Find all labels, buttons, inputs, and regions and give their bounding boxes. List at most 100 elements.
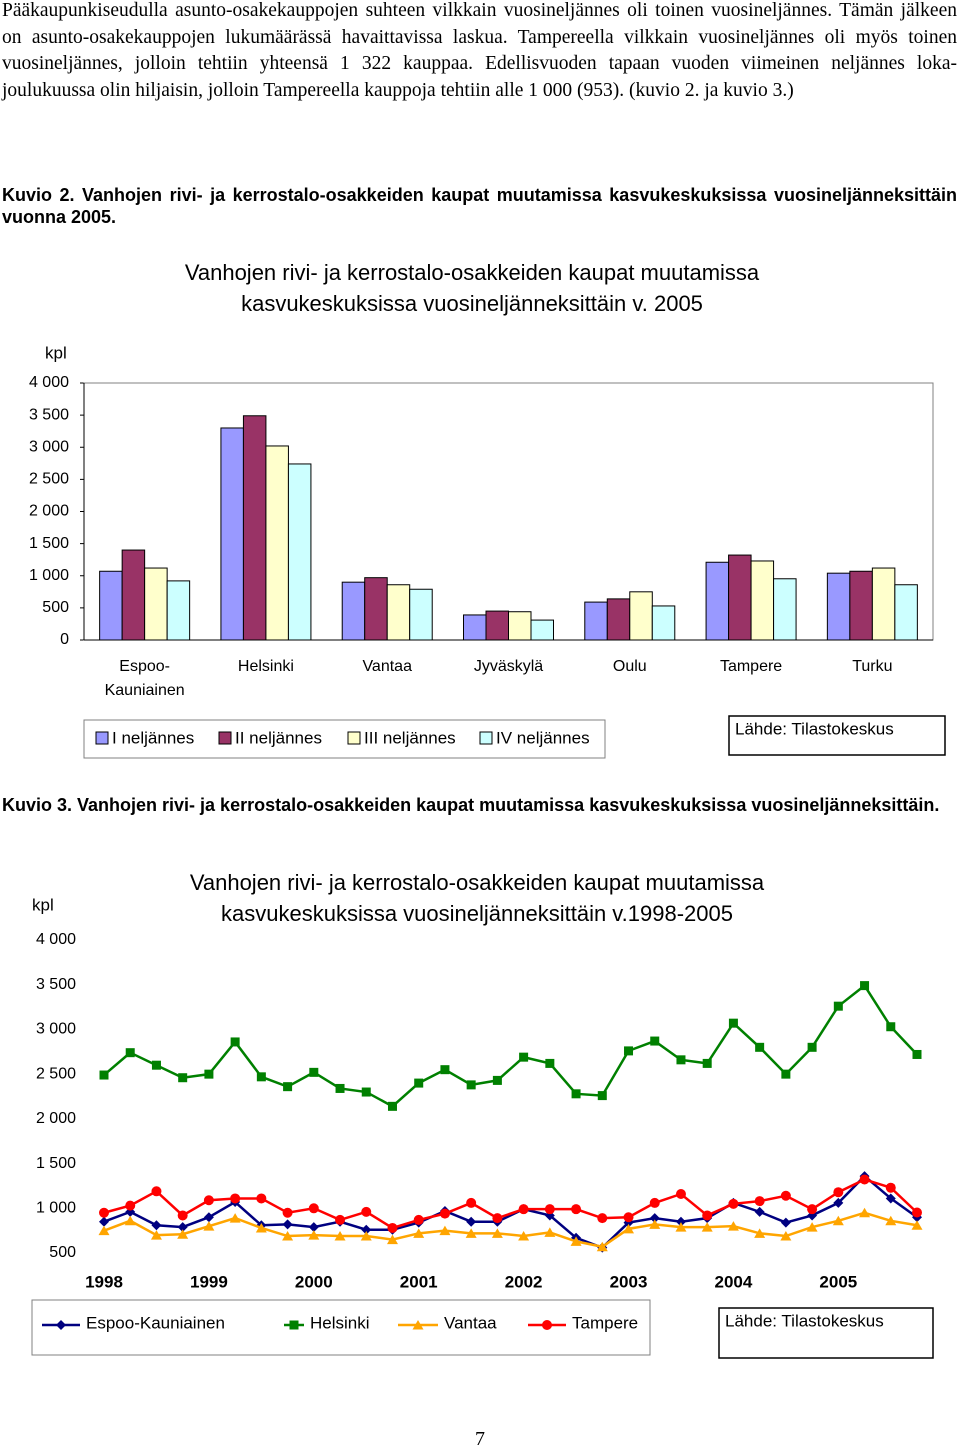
marker [466, 1197, 477, 1208]
marker [230, 1037, 240, 1047]
marker [465, 1228, 477, 1238]
marker [597, 1213, 608, 1224]
source-box [728, 715, 946, 756]
x-tick-label: Helsinki [237, 658, 294, 675]
marker [518, 1204, 529, 1215]
paragraph: Pääkaupunkiseudulla asunto-osakekauppoje… [2, 0, 957, 101]
marker [491, 1228, 503, 1238]
marker [545, 1058, 555, 1068]
x-tick-label: 2001 [400, 1272, 438, 1291]
marker [911, 1220, 923, 1230]
source-note: Lähde: Tilastokeskus [735, 719, 894, 738]
marker [807, 1042, 817, 1052]
marker [727, 1221, 739, 1231]
bar [530, 619, 554, 641]
bar [894, 584, 918, 641]
bar [508, 611, 532, 641]
y-axis-label: kpl [32, 895, 54, 914]
chart-svg: Vanhojen rivi- ja kerrostalo-osakkeiden … [31, 870, 934, 1359]
marker [728, 1018, 738, 1028]
source-box [718, 1307, 934, 1359]
marker [229, 1213, 241, 1223]
chart-svg: Vanhojen rivi- ja kerrostalo-osakkeiden … [29, 260, 946, 759]
marker [859, 1207, 871, 1218]
marker [832, 1215, 844, 1226]
marker [151, 1060, 161, 1070]
chart-title: kasvukeskuksissa vuosineljänneksittäin v… [241, 291, 703, 316]
legend-label: Espoo-Kauniainen [86, 1313, 225, 1332]
marker [203, 1221, 215, 1231]
y-tick-label: 1 500 [29, 535, 69, 552]
marker [150, 1230, 162, 1240]
marker [56, 1320, 66, 1330]
bar [705, 561, 730, 641]
marker [519, 1052, 529, 1062]
marker [675, 1216, 686, 1227]
x-tick-label: Vantaa [362, 658, 412, 675]
marker [361, 1206, 372, 1217]
bar [629, 591, 653, 641]
marker [492, 1075, 502, 1085]
bar [409, 588, 433, 641]
chart-title: Vanhojen rivi- ja kerrostalo-osakkeiden … [185, 260, 760, 285]
marker [335, 1214, 346, 1225]
marker [309, 1067, 319, 1077]
series [98, 1207, 923, 1252]
bar [265, 445, 289, 641]
marker [571, 1204, 582, 1215]
marker [360, 1231, 372, 1241]
marker [623, 1217, 634, 1228]
y-tick-label: 500 [42, 599, 69, 616]
bar [99, 570, 123, 641]
y-tick-label: 1 000 [29, 567, 69, 584]
marker [754, 1196, 765, 1207]
marker [361, 1224, 372, 1235]
legend-label: Helsinki [310, 1313, 370, 1332]
marker [755, 1042, 765, 1052]
marker [466, 1216, 477, 1227]
legend-label: II neljännes [235, 728, 322, 747]
marker [649, 1197, 660, 1208]
marker [466, 1080, 476, 1090]
source-note: Lähde: Tilastokeskus [725, 1311, 884, 1330]
legend-label: III neljännes [364, 728, 456, 747]
x-tick-label: 2003 [610, 1272, 648, 1291]
bar [485, 610, 509, 641]
marker [177, 1210, 188, 1221]
y-tick-label: 4 000 [29, 374, 69, 391]
chart-title: Vanhojen rivi- ja kerrostalo-osakkeiden … [190, 870, 765, 895]
marker [833, 1001, 843, 1011]
y-tick-label: 2 500 [29, 471, 69, 488]
bar [121, 549, 146, 641]
marker [439, 1208, 450, 1219]
marker [807, 1204, 818, 1215]
marker [702, 1058, 712, 1068]
x-tick-label: 2000 [295, 1272, 333, 1291]
marker [597, 1091, 607, 1101]
marker [886, 1022, 896, 1032]
bar [287, 463, 312, 641]
y-tick-label: 2 000 [36, 1110, 76, 1127]
marker [203, 1195, 214, 1206]
marker [833, 1197, 844, 1208]
marker [544, 1210, 555, 1221]
marker [439, 1225, 451, 1236]
marker [780, 1190, 791, 1201]
marker [702, 1210, 713, 1221]
marker [649, 1213, 660, 1224]
marker [885, 1215, 897, 1226]
marker [492, 1213, 503, 1224]
x-tick-label: 2002 [505, 1272, 543, 1291]
y-tick-label: 3 000 [29, 438, 69, 455]
line [103, 983, 918, 1108]
bar [144, 567, 168, 641]
marker [203, 1212, 214, 1223]
marker [807, 1210, 818, 1221]
marker [282, 1219, 293, 1230]
series [99, 1171, 922, 1253]
marker [701, 1222, 713, 1232]
marker [440, 1065, 450, 1075]
x-tick-label: 1998 [85, 1272, 123, 1291]
bar [220, 427, 244, 641]
marker [650, 1036, 660, 1046]
